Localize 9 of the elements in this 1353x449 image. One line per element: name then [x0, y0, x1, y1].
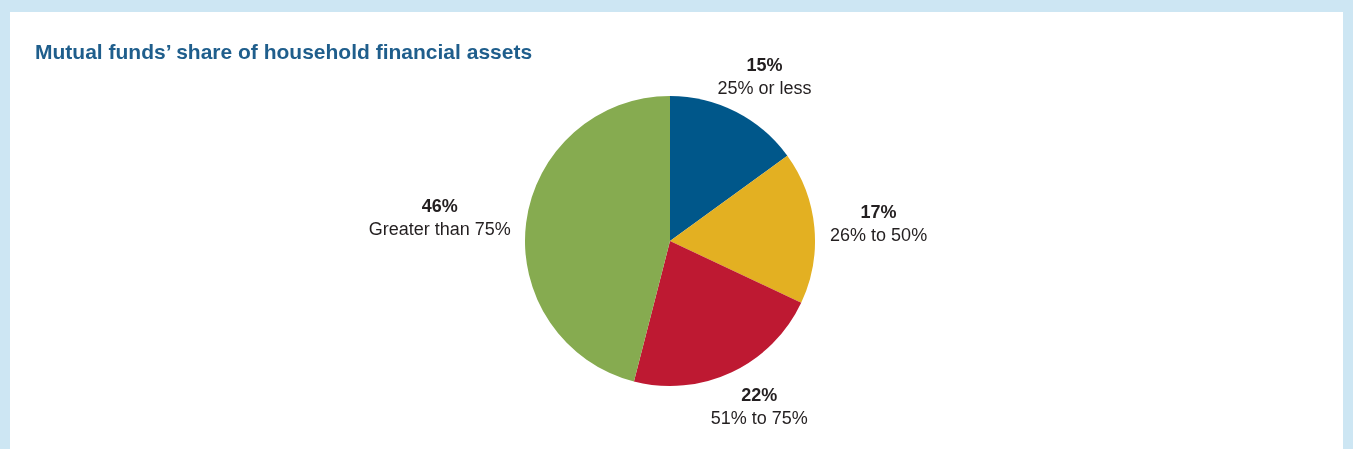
data-label: 22%	[741, 385, 778, 406]
slice-label: 51% to 75%	[710, 408, 808, 429]
slice-label: Greater than 75%	[368, 218, 511, 239]
data-label: 15%	[746, 55, 783, 76]
data-label: 46%	[421, 195, 458, 216]
slice-label: 25% or less	[717, 78, 812, 99]
data-label: 17%	[860, 201, 897, 222]
slice-label: 26% to 50%	[830, 224, 928, 245]
chart-title: Mutual funds’ share of household financial assets	[35, 40, 533, 64]
